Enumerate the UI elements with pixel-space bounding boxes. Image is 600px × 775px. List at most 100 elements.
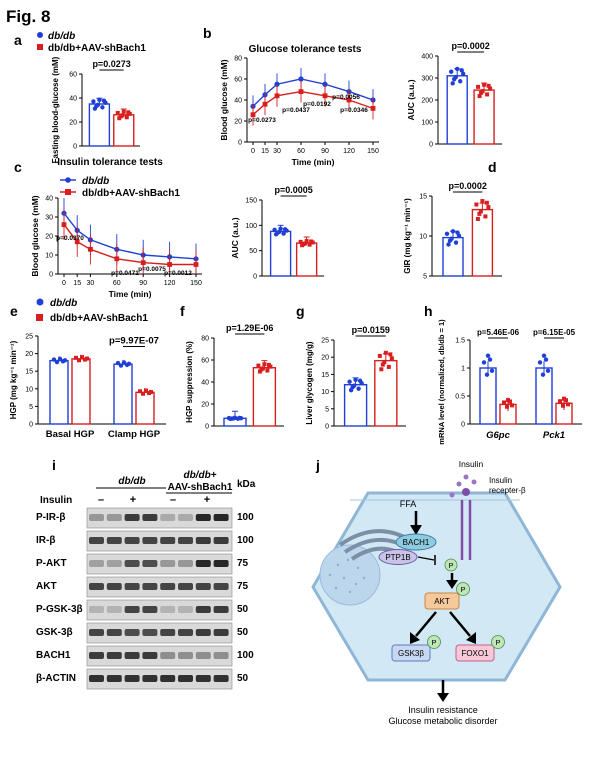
y-tick-label: 0.5 (455, 394, 465, 401)
blot-band (89, 606, 104, 613)
blot-band (160, 675, 176, 682)
y-tick-label: 1 (461, 366, 465, 373)
data-point (281, 231, 286, 236)
blot-band (195, 629, 211, 636)
data-point (193, 262, 199, 267)
bar (343, 384, 368, 427)
blot-insulin-signs: – + – + (98, 494, 210, 506)
blot-row: P-AKT 75 (36, 553, 249, 575)
data-point (88, 246, 93, 252)
data-point (97, 97, 102, 103)
panel-letter-g: g (296, 303, 305, 319)
data-point (450, 229, 456, 234)
outcome-line1: Insulin resistance (408, 705, 478, 715)
p-value-label: p=0.0012 (164, 270, 192, 277)
x-tick-label: 30 (273, 148, 281, 155)
data-point (138, 389, 142, 394)
legend-label-shbach1: db/db+AAV-shBach1 (50, 313, 148, 324)
y-axis-label: HGP (mg kg⁻¹ min⁻¹) (9, 340, 18, 419)
phospho-label: P (495, 638, 500, 647)
legend-e: db/db db/db+AAV-shBach1 (36, 298, 148, 324)
chart-g: 0 5 10 15 20 25 Liver glycogen (mg/g) p=0.0159 (305, 325, 406, 431)
y-tick-label: 20 (45, 234, 53, 241)
data-point (74, 355, 78, 360)
blot-band (195, 606, 211, 613)
figure-title: Fig. 8 (6, 7, 50, 26)
blot-band (89, 537, 104, 544)
x-axis-label: Time (min) (292, 157, 335, 167)
panel-letter-j: j (315, 457, 320, 473)
legend-marker-dbdb (37, 32, 43, 38)
y-axis-label: AUC (a.u.) (230, 217, 240, 258)
x-tick-label: 15 (73, 280, 81, 287)
p-value-label: p=0.0056 (332, 94, 360, 101)
akt-node (424, 592, 460, 610)
data-point (126, 361, 132, 367)
chart-b-auc: 0 100 200 300 400 AUC (a.u.) p=0.0002 (406, 41, 502, 149)
data-point (379, 367, 384, 372)
data-point (480, 199, 485, 204)
blot-row: β-ACTIN 50 (36, 668, 249, 690)
blot-mw-label: 75 (237, 581, 249, 592)
legend-a: db/db db/db+AAV-shBach1 (37, 31, 146, 54)
y-tick-label: 60 (234, 77, 242, 84)
data-point (282, 227, 288, 232)
data-point (274, 93, 280, 99)
blot-membrane (86, 530, 233, 552)
data-point (85, 356, 89, 361)
bar (88, 103, 111, 147)
blot-membrane (86, 553, 233, 575)
bach1-node (395, 533, 437, 551)
y-tick-label: 1.5 (455, 338, 465, 345)
x-category-label: Basal HGP (46, 429, 95, 440)
signaling-schematic: FFA BACH1 PTP1B Insulin Insulin recepter… (311, 459, 562, 726)
y-tick-label: 0 (205, 424, 209, 431)
x-tick-label: 0 (251, 148, 255, 155)
x-tick-label: 30 (87, 280, 95, 287)
chart-f: 0 20 40 60 80 HGP suppression (%) p=1.29E-06 (185, 323, 284, 431)
data-point (95, 102, 101, 108)
phospho-label: P (448, 561, 453, 570)
y-axis-label: Liver glycogen (mg/g) (305, 341, 314, 424)
chart-title-gtt: Glucose tolerance tests (249, 44, 362, 55)
data-point (322, 93, 328, 99)
blot-band (213, 629, 229, 636)
blot-band (124, 652, 140, 659)
y-tick-label: 10 (45, 253, 53, 260)
blot-row-label: IR-β (36, 535, 55, 546)
legend-marker-shbach1 (65, 189, 71, 195)
legend-label-dbdb: db/db (82, 176, 109, 187)
phospho-label: P (431, 638, 436, 647)
x-tick-label: 120 (164, 280, 176, 287)
insulin-label: Insulin (459, 459, 484, 469)
insulin-sign: + (204, 494, 210, 506)
data-point (478, 209, 483, 214)
blot-mw-label: 100 (237, 535, 254, 546)
data-point (149, 389, 153, 394)
blot-band (195, 675, 211, 682)
data-point (91, 99, 96, 104)
y-tick-label: 40 (45, 196, 53, 203)
data-point (474, 202, 479, 207)
blot-band (195, 560, 211, 567)
blot-band (178, 629, 193, 636)
data-point (541, 353, 547, 358)
data-point (62, 358, 68, 363)
y-axis-label: GIR (mg kg⁻¹ min⁻¹) (403, 198, 412, 274)
data-point (257, 369, 262, 374)
blot-band (89, 675, 104, 682)
panel-letter-f: f (180, 303, 185, 319)
y-tick-label: 20 (25, 351, 33, 358)
data-point (304, 239, 309, 244)
data-point (144, 388, 148, 393)
data-point (262, 101, 268, 107)
p-value-label: p=0.0370 (56, 235, 84, 242)
phospho-badge-gsk3b (427, 635, 441, 649)
data-point (450, 81, 455, 86)
data-point (383, 350, 388, 355)
blot-band (160, 560, 176, 567)
ffa-label: FFA (400, 499, 417, 509)
p-value-label: p=5.46E-06 (477, 328, 520, 337)
blot-row: BACH1 100 (36, 645, 254, 667)
data-point (475, 216, 480, 221)
